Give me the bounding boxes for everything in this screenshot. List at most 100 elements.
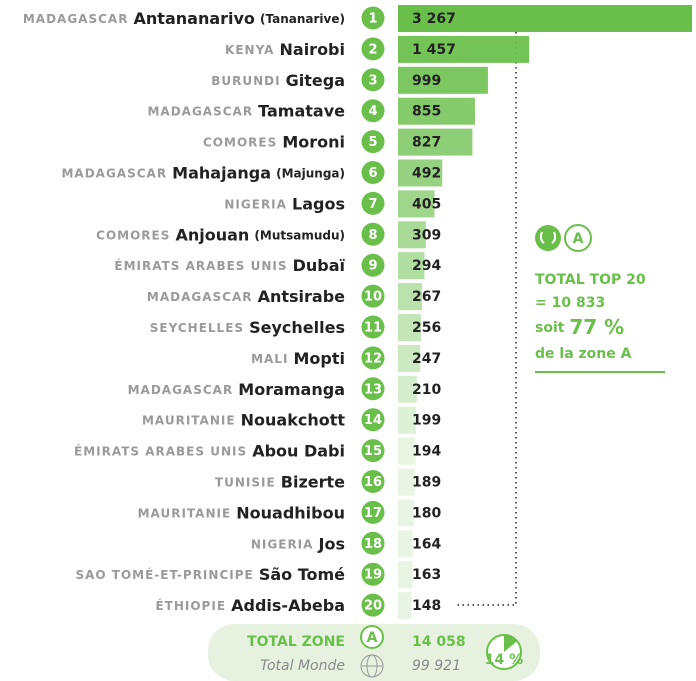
value-label: 267	[412, 289, 441, 305]
value-label: 492	[412, 166, 441, 182]
bar	[398, 221, 426, 249]
bar	[398, 530, 413, 558]
rank: 15	[364, 444, 382, 459]
country: MADAGASCAR	[23, 12, 129, 26]
zone-share: 14 %	[485, 652, 523, 668]
rank-circle	[361, 253, 385, 277]
bar	[398, 406, 416, 434]
rank: 7	[368, 197, 377, 212]
row-label: MADAGASCAR Mahajanga (Majunga)	[61, 163, 345, 182]
bar	[398, 437, 416, 465]
country: MAURITANIE	[138, 506, 232, 520]
bar	[398, 128, 473, 156]
row-label: COMORES Moroni	[203, 132, 345, 151]
bar	[398, 344, 421, 372]
country: MALI	[251, 351, 288, 365]
rank-circle	[361, 500, 385, 524]
city: Seychelles	[249, 318, 345, 337]
country: SEYCHELLES	[150, 321, 244, 335]
value-label: 256	[412, 320, 441, 336]
rank-circle	[361, 284, 385, 308]
zone-label: TOTAL ZONE	[247, 634, 345, 650]
badge: A	[573, 231, 584, 247]
rank: 17	[364, 506, 382, 521]
row-label: ÉMIRATS ARABES UNIS Dubaï	[114, 256, 345, 275]
rank-circle	[361, 6, 385, 30]
row-label: NIGERIA Lagos	[224, 194, 345, 213]
city: Nouakchott	[241, 410, 346, 429]
city: Lagos	[292, 194, 345, 213]
bar	[398, 561, 413, 589]
pie-slice	[504, 635, 518, 652]
zone-total: 14 058	[412, 634, 466, 650]
rank: 18	[364, 537, 382, 552]
row-label: MAURITANIE Nouadhibou	[138, 503, 345, 522]
rank: 10	[364, 290, 382, 305]
city: Anjouan	[175, 225, 249, 244]
rank: 12	[364, 351, 382, 366]
rank: 20	[364, 599, 382, 614]
rank: 1	[368, 12, 377, 27]
row-label: TUNISIE Bizerte	[215, 472, 345, 491]
bar	[398, 468, 416, 496]
value-label: 194	[412, 444, 441, 460]
bar	[398, 592, 412, 620]
rank: 11	[364, 321, 382, 336]
row-label: ÉTHIOPIE Addis-Abeba	[155, 596, 345, 615]
row-label: SAO TOMÉ-ET-PRINCIPE São Tomé	[75, 565, 345, 584]
rank-circle	[361, 408, 385, 432]
bar	[398, 159, 443, 187]
country: ÉMIRATS ARABES UNIS	[114, 258, 287, 273]
rank-circle	[361, 593, 385, 617]
share-suffix: de la zone A	[535, 346, 632, 362]
city: Dubaï	[293, 256, 346, 275]
country: ÉTHIOPIE	[155, 598, 226, 613]
value-label: 294	[412, 258, 441, 274]
rank-circle	[361, 439, 385, 463]
city: Abou Dabi	[252, 441, 345, 460]
country: NIGERIA	[251, 537, 314, 551]
value-label: 148	[412, 598, 441, 614]
city: São Tomé	[259, 565, 345, 584]
bar	[398, 252, 425, 280]
city: Jos	[318, 534, 345, 553]
share-line: soit 77 %	[535, 315, 624, 339]
country: MADAGASCAR	[147, 104, 253, 118]
rank: 2	[368, 42, 377, 57]
city: Antsirabe	[258, 287, 346, 306]
value-label: 855	[412, 104, 441, 120]
rank-circle	[361, 37, 385, 61]
rank-circle	[361, 222, 385, 246]
rank: 14	[364, 413, 382, 428]
city: Moroni	[282, 132, 345, 151]
row-label: MADAGASCAR Tamatave	[147, 101, 345, 120]
rank: 9	[368, 259, 377, 274]
footer-panel	[208, 624, 540, 681]
summary-title: TOTAL TOP 20	[535, 272, 646, 288]
city: Bizerte	[281, 472, 345, 491]
country: SAO TOMÉ-ET-PRINCIPE	[75, 567, 253, 582]
laurel-icon	[535, 224, 592, 252]
value-label: 180	[412, 505, 441, 521]
country: MADAGASCAR	[147, 290, 253, 304]
row-label: MALI Mopti	[251, 348, 345, 367]
bar	[398, 314, 422, 341]
alias: (Majunga)	[276, 166, 345, 180]
city: Mopti	[294, 348, 346, 367]
rank-circle	[361, 161, 385, 184]
value-label: 827	[412, 135, 441, 151]
rank: 4	[368, 104, 377, 119]
rank-circle	[361, 377, 385, 401]
city: Gitega	[286, 70, 345, 89]
rank: 16	[364, 475, 382, 490]
zone-badge-circle	[360, 625, 384, 649]
country: MADAGASCAR	[61, 166, 167, 180]
value-label: 199	[412, 413, 441, 429]
city: Nouadhibou	[236, 503, 345, 522]
row-label: COMORES Anjouan (Mutsamudu)	[96, 225, 345, 244]
country: TUNISIE	[215, 475, 276, 489]
bar	[398, 5, 692, 32]
country: ÉMIRATS ARABES UNIS	[74, 443, 247, 458]
alias: (Tananarive)	[260, 12, 345, 26]
